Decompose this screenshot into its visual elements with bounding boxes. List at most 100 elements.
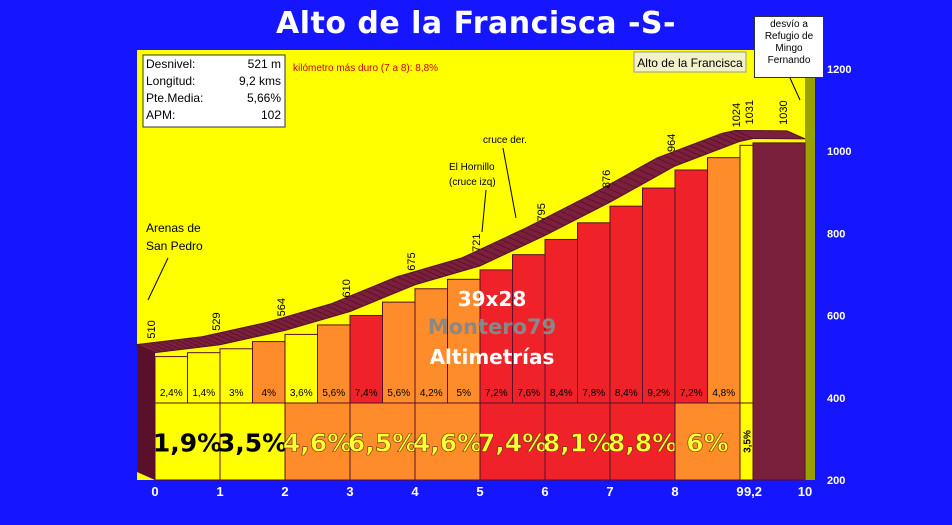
surface-stripe [650, 161, 669, 170]
x-tick-label: 2 [281, 484, 288, 499]
half-km-grade: 5,6% [387, 388, 410, 399]
surface-stripe [598, 190, 617, 199]
stat-value: 102 [261, 108, 281, 122]
surface-stripe [357, 292, 377, 302]
surface-stripe [695, 142, 715, 152]
summit-label-box [633, 51, 747, 73]
surface-stripe [585, 197, 604, 206]
surface-stripe [572, 203, 591, 213]
surface-stripe [286, 316, 305, 326]
half-km-grade: 1,4% [192, 388, 215, 399]
surface-stripe [156, 341, 175, 351]
surface-stripe [533, 223, 552, 233]
surface-stripe [494, 242, 513, 252]
half-km-grade: 7,6% [517, 388, 540, 399]
y-tick-label: 800 [827, 228, 845, 240]
surface-stripe [734, 130, 754, 139]
surface-stripe [208, 334, 227, 344]
half-km-bar [674, 169, 708, 404]
km-grade: 6,5% [348, 429, 417, 458]
surface-stripe [520, 230, 539, 239]
surface-stripe [546, 217, 565, 226]
surface-stripe [305, 310, 325, 320]
km-grade: 3,5% [218, 429, 287, 458]
altitude-label: 564 [276, 298, 288, 316]
half-km-bar [609, 205, 643, 404]
surface-stripe [702, 140, 721, 150]
half-km-grade: 3,6% [290, 388, 313, 399]
half-km-grade: 8,4% [615, 388, 638, 399]
stat-value: 521 m [248, 57, 281, 71]
surface-stripe [721, 132, 741, 142]
surface-stripe [630, 172, 650, 181]
km-bar [609, 402, 676, 481]
km-grade: 7,4% [478, 429, 547, 458]
altitude-label: 964 [666, 134, 678, 152]
gear-text: 39x28 [458, 287, 527, 311]
half-km-bar [707, 157, 741, 404]
surface-stripe [273, 320, 292, 329]
annotation-leader [502, 147, 517, 219]
surface-stripe [617, 179, 637, 189]
x-tick-label: 10 [798, 484, 812, 499]
km-grade: 6% [686, 429, 728, 458]
surface-stripe [227, 330, 247, 340]
altitude-label: 876 [601, 170, 613, 188]
half-km-bar [739, 144, 754, 404]
half-km-bar [187, 352, 221, 404]
surface-stripe [266, 322, 286, 331]
flat-section [752, 142, 806, 481]
surface-stripe [448, 261, 468, 271]
y-tick-label: 400 [827, 393, 845, 405]
altitude-label: 721 [471, 234, 483, 252]
km-bar [284, 402, 351, 481]
altitude-label: 675 [406, 252, 418, 270]
stat-value: 5,66% [247, 91, 281, 105]
surface-stripe [292, 314, 312, 324]
km-grade: 8,1% [543, 429, 612, 458]
stat-label: APM: [146, 108, 175, 122]
surface-stripe [578, 200, 598, 210]
x-tick-label: 3 [346, 484, 353, 499]
km-bar [349, 402, 416, 481]
surface-stripe [201, 336, 221, 346]
stats-box [142, 54, 286, 128]
surface-stripe [331, 303, 351, 312]
surface-stripe [689, 145, 708, 155]
surface-stripe [188, 337, 208, 347]
km-bar [544, 402, 611, 481]
annotation-text: San Pedro [146, 239, 203, 253]
km-bar [154, 402, 221, 481]
brand-text: Altimetrías [430, 345, 555, 369]
altitude-label: 795 [536, 203, 548, 221]
surface-stripe [162, 341, 182, 350]
x-tick-label: 7 [606, 484, 613, 499]
surface-stripe [318, 306, 338, 316]
stat-label: Longitud: [146, 74, 195, 88]
surface-stripe [676, 150, 695, 159]
x-tick-label: 5 [476, 484, 483, 499]
surface-stripe [312, 308, 331, 318]
half-km-bar [577, 222, 611, 404]
x-tick-label: 6 [541, 484, 548, 499]
y-tick-label: 1200 [827, 64, 851, 76]
surface-stripe [565, 207, 585, 216]
x-tick-label: 8 [671, 484, 678, 499]
half-km-grade: 8,4% [550, 388, 573, 399]
surface-stripe [715, 135, 734, 145]
altitude-label: 1031 [744, 100, 756, 124]
surface-stripe [455, 259, 474, 269]
y-tick-label: 200 [827, 475, 845, 487]
surface-stripe [552, 213, 572, 223]
chart-title: Alto de la Francisca -S- [275, 6, 676, 41]
surface-stripe [299, 312, 318, 322]
surface-stripe [637, 168, 656, 178]
half-km-grade: 2,4% [160, 388, 183, 399]
surface-stripe [169, 340, 188, 350]
altitude-label: 510 [146, 320, 158, 338]
surface-stripe [526, 227, 546, 236]
summit-note: desvío a Refugio de Mingo Fernando [754, 16, 824, 78]
half-km-grade: 7,4% [355, 388, 378, 399]
